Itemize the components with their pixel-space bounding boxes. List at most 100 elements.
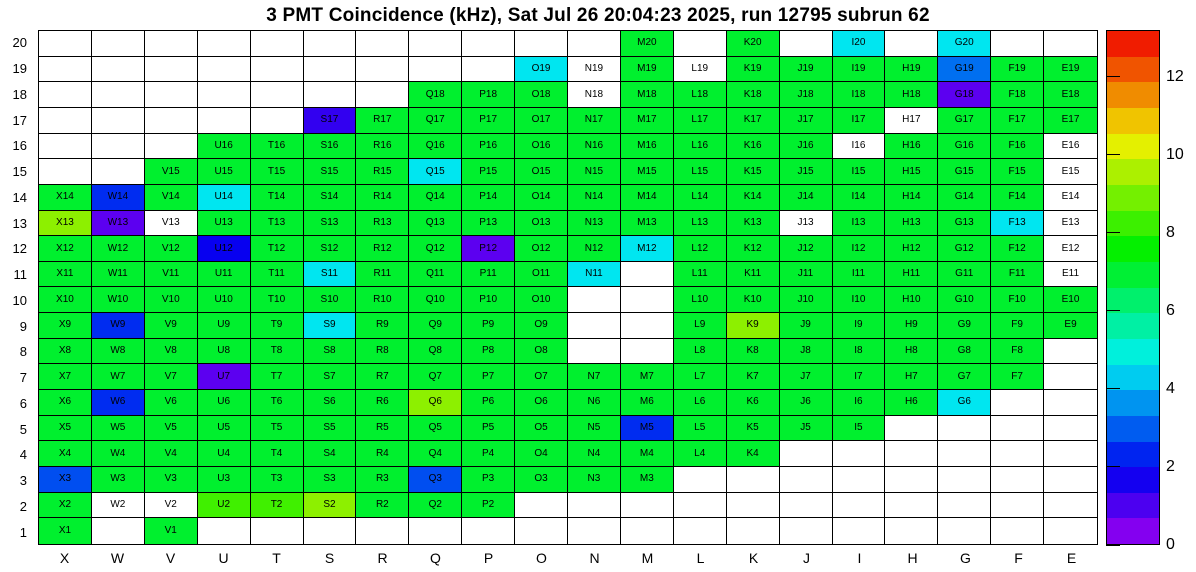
heatmap-cell-X9: X9 <box>39 313 92 339</box>
heatmap-cell-E1 <box>1044 518 1097 544</box>
heatmap-cell-K13: K13 <box>726 210 780 237</box>
heatmap-cell-I18: I18 <box>832 82 886 108</box>
heatmap-cell-L17: L17 <box>673 107 727 134</box>
heatmap-cell-R19 <box>356 56 410 83</box>
heatmap-cell-J1 <box>780 518 833 544</box>
heatmap-cell-N4: N4 <box>568 441 621 468</box>
heatmap-cell-I16: I16 <box>832 133 886 160</box>
heatmap-cell-T19 <box>250 56 304 83</box>
heatmap-cell-U18 <box>197 82 251 108</box>
row-label-11: 11 <box>13 267 28 283</box>
heatmap-cell-I4 <box>832 441 886 468</box>
row-label-7: 7 <box>19 370 27 386</box>
heatmap-cell-J11: J11 <box>779 261 833 288</box>
heatmap-cell-S20 <box>303 31 357 57</box>
colorbar-band <box>1107 313 1159 339</box>
heatmap-cell-N9 <box>568 313 621 339</box>
heatmap-cell-J13: J13 <box>779 210 833 237</box>
heatmap-cell-M12: M12 <box>620 236 674 262</box>
heatmap-cell-K6: K6 <box>726 390 780 416</box>
heatmap-cell-U19 <box>197 56 251 83</box>
heatmap-cell-U15: U15 <box>197 159 251 185</box>
heatmap-cell-O6: O6 <box>515 390 568 416</box>
heatmap-cell-V3: V3 <box>144 467 198 493</box>
colorbar-band <box>1107 184 1159 211</box>
heatmap-cell-E3 <box>1044 467 1097 493</box>
heatmap-cell-J4 <box>779 441 833 468</box>
heatmap-cell-Q9: Q9 <box>409 313 463 339</box>
heatmap-cell-H12: H12 <box>885 236 939 262</box>
heatmap-cell-E8 <box>1044 339 1097 365</box>
row-label-5: 5 <box>19 421 27 437</box>
heatmap-cell-P19 <box>462 56 516 83</box>
heatmap-cell-P20 <box>462 31 516 57</box>
heatmap-cell-H1 <box>885 518 939 544</box>
heatmap-cell-O19: O19 <box>515 56 568 83</box>
col-label-P: P <box>483 550 494 566</box>
heatmap-cell-E5 <box>1044 416 1097 442</box>
heatmap-cell-E19: E19 <box>1044 56 1097 83</box>
heatmap-cell-M17: M17 <box>620 107 674 134</box>
heatmap-cell-G6: G6 <box>938 390 992 416</box>
heatmap-cell-F6 <box>991 390 1045 416</box>
heatmap-cell-K17: K17 <box>726 107 780 134</box>
heatmap-cell-O3: O3 <box>515 467 568 493</box>
heatmap-cell-H4 <box>885 441 939 468</box>
row-label-19: 19 <box>12 61 27 77</box>
heatmap-cell-F17: F17 <box>991 107 1045 134</box>
colorbar-tick-mark <box>1106 154 1120 156</box>
heatmap-cell-I20: I20 <box>832 31 886 57</box>
heatmap-cell-Q16: Q16 <box>409 133 463 160</box>
heatmap-cell-W5: W5 <box>91 415 145 442</box>
heatmap-cell-W16 <box>91 133 145 160</box>
heatmap-cell-P3: P3 <box>462 467 516 493</box>
heatmap-cell-G9: G9 <box>938 313 992 339</box>
heatmap-cell-T13: T13 <box>250 210 304 237</box>
colorbar-band <box>1107 338 1159 365</box>
heatmap-cell-U14: U14 <box>197 184 251 211</box>
heatmap-cell-I9: I9 <box>832 313 886 339</box>
heatmap-cell-X11: X11 <box>39 261 92 288</box>
heatmap-cell-J16: J16 <box>779 133 833 160</box>
heatmap-cell-O14: O14 <box>515 184 568 211</box>
heatmap-cell-H10: H10 <box>885 287 939 314</box>
heatmap-cell-P8: P8 <box>462 338 516 365</box>
heatmap-cell-N18: N18 <box>568 82 621 108</box>
row-label-14: 14 <box>12 189 27 205</box>
heatmap-cell-S4: S4 <box>303 441 357 468</box>
heatmap-cell-S13: S13 <box>303 210 357 237</box>
heatmap-cell-Q4: Q4 <box>409 441 463 468</box>
heatmap-cell-K14: K14 <box>726 184 780 211</box>
heatmap-grid: M20 K20 I20 G20 O19 N19 M19 L19 K19 J19 I19 H19 G19 F… <box>38 30 1098 545</box>
row-label-16: 16 <box>12 138 27 154</box>
heatmap-cell-J15: J15 <box>779 159 833 185</box>
heatmap-cell-V7: V7 <box>144 364 198 391</box>
heatmap-cell-F19: F19 <box>991 56 1045 83</box>
heatmap-cell-P5: P5 <box>462 415 516 442</box>
heatmap-cell-W9: W9 <box>91 313 145 339</box>
row-label-12: 12 <box>12 241 27 257</box>
heatmap-cell-U7: U7 <box>197 364 251 391</box>
heatmap-cell-N5: N5 <box>568 415 621 442</box>
heatmap-cell-P2: P2 <box>462 492 516 519</box>
col-label-K: K <box>748 550 759 566</box>
heatmap-cell-M2 <box>620 492 674 519</box>
heatmap-cell-M10 <box>620 287 674 314</box>
col-label-M: M <box>641 550 654 566</box>
heatmap-cell-R6: R6 <box>356 390 410 416</box>
heatmap-cell-L20 <box>673 31 727 57</box>
heatmap-cell-T10: T10 <box>250 287 304 314</box>
heatmap-cell-L15: L15 <box>673 159 727 185</box>
heatmap-cell-V12: V12 <box>144 236 198 262</box>
heatmap-cell-W12: W12 <box>91 236 145 262</box>
col-label-H: H <box>907 550 918 566</box>
heatmap-cell-M14: M14 <box>620 184 674 211</box>
heatmap-cell-H14: H14 <box>885 184 939 211</box>
heatmap-cell-P17: P17 <box>462 107 516 134</box>
col-label-F: F <box>1014 550 1023 566</box>
heatmap-cell-F10: F10 <box>991 287 1045 314</box>
heatmap-cell-I13: I13 <box>832 210 886 237</box>
heatmap-cell-G1 <box>938 518 992 544</box>
row-axis: 20 19 18 17 16 15 14 13 12 11 10 9 8 7 6 5 4 3 2 1 <box>0 30 34 545</box>
heatmap-cell-R11: R11 <box>356 261 410 288</box>
